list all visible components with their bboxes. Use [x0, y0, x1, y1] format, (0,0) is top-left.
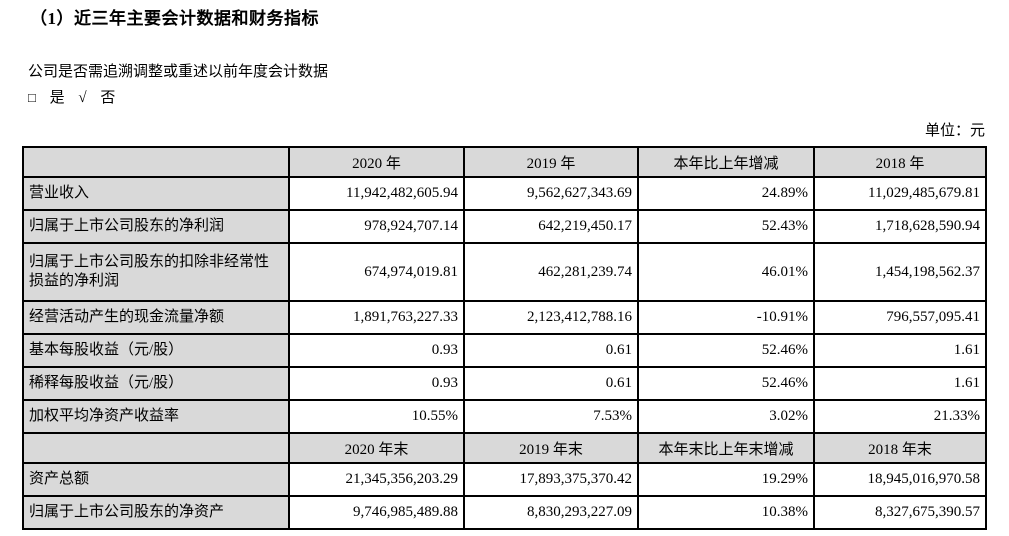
- cell-value: 0.61: [463, 333, 639, 368]
- column-header-yoy-change: 本年比上年增减: [637, 146, 815, 178]
- row-label: 归属于上市公司股东的净资产: [22, 495, 290, 530]
- row-label: 资产总额: [22, 462, 290, 497]
- cell-value: 46.01%: [637, 242, 815, 302]
- cell-value: 796,557,095.41: [813, 300, 987, 335]
- table-row-diluted-eps: 稀释每股收益（元/股） 0.93 0.61 52.46% 1.61: [22, 366, 987, 401]
- column-header-2019-end: 2019 年末: [463, 432, 639, 464]
- cell-value: -10.91%: [637, 300, 815, 335]
- row-label: 基本每股收益（元/股）: [22, 333, 290, 368]
- cell-value: 978,924,707.14: [288, 209, 465, 244]
- table-row-operating-cash-flow: 经营活动产生的现金流量净额 1,891,763,227.33 2,123,412…: [22, 300, 987, 335]
- cell-value: 10.38%: [637, 495, 815, 530]
- cell-value: 11,942,482,605.94: [288, 176, 465, 211]
- cell-value: 0.93: [288, 333, 465, 368]
- restatement-question: 公司是否需追溯调整或重述以前年度会计数据: [28, 64, 329, 80]
- cell-value: 1.61: [813, 366, 987, 401]
- financial-indicators-table: 2020 年 2019 年 本年比上年增减 2018 年 营业收入 11,942…: [22, 146, 987, 530]
- table-row-basic-eps: 基本每股收益（元/股） 0.93 0.61 52.46% 1.61: [22, 333, 987, 368]
- checkbox-unchecked-icon: □: [28, 90, 36, 105]
- cell-value: 9,562,627,343.69: [463, 176, 639, 211]
- cell-value: 462,281,239.74: [463, 242, 639, 302]
- column-header-2018-end: 2018 年末: [813, 432, 987, 464]
- cell-value: 0.93: [288, 366, 465, 401]
- cell-value: 674,974,019.81: [288, 242, 465, 302]
- table-row-total-assets: 资产总额 21,345,356,203.29 17,893,375,370.42…: [22, 462, 987, 497]
- cell-value: 1,891,763,227.33: [288, 300, 465, 335]
- row-label: 归属于上市公司股东的净利润: [22, 209, 290, 244]
- cell-value: 21.33%: [813, 399, 987, 434]
- table-row-net-assets: 归属于上市公司股东的净资产 9,746,985,489.88 8,830,293…: [22, 495, 987, 530]
- cell-value: 8,327,675,390.57: [813, 495, 987, 530]
- yes-label: 是: [49, 90, 65, 106]
- column-header-yearend-change: 本年末比上年末增减: [637, 432, 815, 464]
- column-header-2018: 2018 年: [813, 146, 987, 178]
- no-label: 否: [100, 90, 116, 106]
- section-title: （1）近三年主要会计数据和财务指标: [30, 9, 319, 28]
- cell-value: 7.53%: [463, 399, 639, 434]
- cell-value: 10.55%: [288, 399, 465, 434]
- cell-value: 1,718,628,590.94: [813, 209, 987, 244]
- cell-value: 17,893,375,370.42: [463, 462, 639, 497]
- table-header-row-yearend: 2020 年末 2019 年末 本年末比上年末增减 2018 年末: [22, 432, 987, 464]
- column-header-2019: 2019 年: [463, 146, 639, 178]
- cell-value: 24.89%: [637, 176, 815, 211]
- row-label: 加权平均净资产收益率: [22, 399, 290, 434]
- cell-value: 52.43%: [637, 209, 815, 244]
- cell-value: 52.46%: [637, 366, 815, 401]
- cell-value: 19.29%: [637, 462, 815, 497]
- cell-value: 1.61: [813, 333, 987, 368]
- table-row-operating-revenue: 营业收入 11,942,482,605.94 9,562,627,343.69 …: [22, 176, 987, 211]
- cell-value: 642,219,450.17: [463, 209, 639, 244]
- row-label: 稀释每股收益（元/股）: [22, 366, 290, 401]
- unit-label: 单位：元: [924, 123, 985, 139]
- cell-value: 11,029,485,679.81: [813, 176, 987, 211]
- cell-value: 52.46%: [637, 333, 815, 368]
- table-header-row-year: 2020 年 2019 年 本年比上年增减 2018 年: [22, 146, 987, 178]
- row-label: 营业收入: [22, 176, 290, 211]
- cell-value: 8,830,293,227.09: [463, 495, 639, 530]
- cell-value: 1,454,198,562.37: [813, 242, 987, 302]
- table-row-net-profit-excl-nonrecurring: 归属于上市公司股东的扣除非经常性损益的净利润 674,974,019.81 46…: [22, 242, 987, 302]
- column-header-2020-end: 2020 年末: [288, 432, 465, 464]
- cell-value: 21,345,356,203.29: [288, 462, 465, 497]
- column-header-2020: 2020 年: [288, 146, 465, 178]
- table-row-net-profit: 归属于上市公司股东的净利润 978,924,707.14 642,219,450…: [22, 209, 987, 244]
- restatement-answer-line: □ 是 √ 否: [28, 88, 1009, 108]
- cell-value: 3.02%: [637, 399, 815, 434]
- column-header-empty: [22, 146, 290, 178]
- cell-value: 2,123,412,788.16: [463, 300, 639, 335]
- cell-value: 18,945,016,970.58: [813, 462, 987, 497]
- cell-value: 0.61: [463, 366, 639, 401]
- row-label: 经营活动产生的现金流量净额: [22, 300, 290, 335]
- table-row-weighted-avg-roe: 加权平均净资产收益率 10.55% 7.53% 3.02% 21.33%: [22, 399, 987, 434]
- column-header-empty: [22, 432, 290, 464]
- checkmark-icon: √: [78, 90, 87, 106]
- row-label: 归属于上市公司股东的扣除非经常性损益的净利润: [22, 242, 290, 302]
- cell-value: 9,746,985,489.88: [288, 495, 465, 530]
